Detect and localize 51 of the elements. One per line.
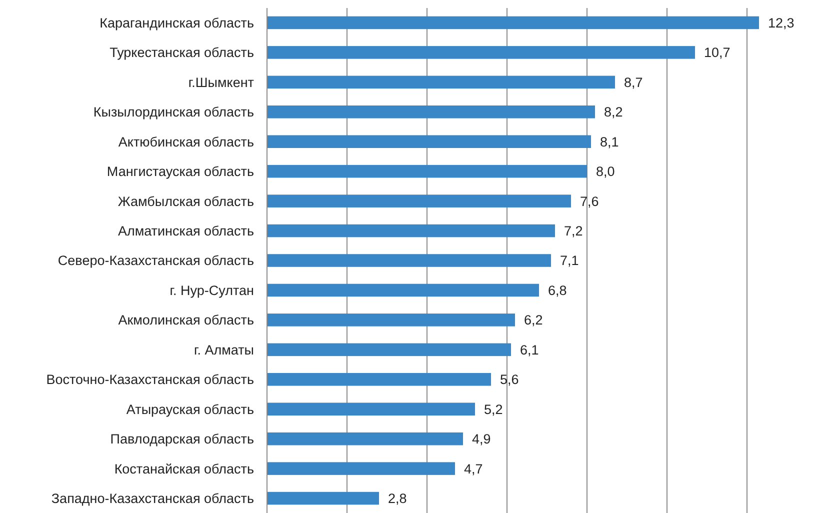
data-label: 2,8 xyxy=(388,491,407,506)
bar xyxy=(267,254,551,267)
y-tick-label: Карагандинская область xyxy=(100,15,254,30)
bar xyxy=(267,76,615,89)
bar xyxy=(267,16,759,30)
data-label: 6,2 xyxy=(524,312,543,328)
y-tick-label: Жамбылская область xyxy=(118,194,254,209)
data-label: 5,6 xyxy=(500,372,519,388)
y-tick-label: Мангистауская область xyxy=(106,164,254,180)
data-label: 6,1 xyxy=(520,342,539,358)
bar xyxy=(267,194,571,208)
bar xyxy=(267,224,555,238)
y-tick-label: Северо-Казахстанская область xyxy=(58,253,254,268)
y-tick-label: Атырауская область xyxy=(126,402,254,417)
bar xyxy=(267,46,695,59)
data-label: 12,3 xyxy=(768,15,794,30)
data-label: 6,8 xyxy=(548,282,567,298)
bar xyxy=(267,492,379,505)
y-tick-label: Актюбинская область xyxy=(118,134,254,150)
y-tick-label: Восточно-Казахстанская область xyxy=(46,372,254,388)
bar xyxy=(267,373,491,386)
y-tick-label: Акмолинская область xyxy=(118,312,254,328)
data-label: 5,2 xyxy=(484,402,503,417)
bar xyxy=(267,105,595,118)
data-label: 7,2 xyxy=(564,224,583,238)
data-label: 8,0 xyxy=(596,164,615,180)
bar xyxy=(267,432,463,446)
bar xyxy=(267,164,587,178)
data-label: 7,1 xyxy=(560,253,579,268)
y-tick-label: г.Шымкент xyxy=(188,74,254,90)
y-tick-label: Алматинская область xyxy=(118,224,254,238)
y-tick-label: Костанайская область xyxy=(114,461,254,476)
y-tick-label: Западно-Казахстанская область xyxy=(51,491,254,506)
y-tick-label: г. Нур-Султан xyxy=(170,282,254,298)
data-label: 8,2 xyxy=(604,104,623,120)
y-tick-label: Кызылординская область xyxy=(93,104,254,120)
data-label: 7,6 xyxy=(580,194,599,209)
bar xyxy=(267,462,455,475)
data-label: 8,1 xyxy=(600,134,619,150)
bar xyxy=(267,402,475,416)
bar xyxy=(267,135,591,148)
bar xyxy=(267,284,539,297)
data-label: 4,7 xyxy=(464,461,483,476)
y-tick-label: Павлодарская область xyxy=(110,432,254,447)
bar xyxy=(267,314,515,326)
data-label: 4,9 xyxy=(472,432,491,447)
data-label: 10,7 xyxy=(704,45,730,60)
y-tick-label: Туркестанская область xyxy=(110,45,254,60)
y-tick-label: г. Алматы xyxy=(194,342,254,358)
data-label: 8,7 xyxy=(624,74,643,90)
bar xyxy=(267,343,511,356)
